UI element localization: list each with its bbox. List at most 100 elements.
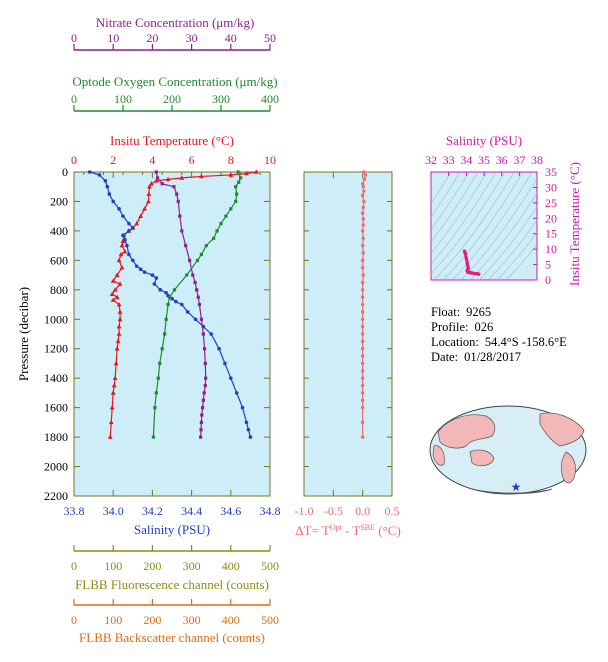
delta-t-point: [363, 173, 368, 177]
temperature-point: [114, 272, 120, 277]
nitrate-point: [196, 295, 200, 299]
nitrate-point: [175, 192, 179, 196]
salinity-point: [127, 229, 131, 233]
temperature-point: [111, 382, 117, 388]
nitrate-point: [199, 428, 203, 432]
salinity-point: [248, 435, 253, 439]
delta-t-plot-area: [303, 171, 393, 497]
nitrate-point: [199, 317, 203, 321]
delta-t-point: [361, 185, 365, 189]
pressure-tick-label: 2200: [44, 489, 68, 503]
salinity-profile-line: [89, 171, 251, 438]
temperature-point: [253, 169, 259, 174]
pressure-tick-label: 1600: [44, 401, 68, 415]
salinity-point: [209, 332, 213, 336]
map-land-north-america: [539, 412, 585, 447]
salinity-point: [246, 427, 251, 432]
delta-t-point: [360, 324, 365, 329]
oxygen-point: [185, 273, 189, 277]
backscatter-tick-label: 300: [183, 613, 201, 627]
oxygen-tick-label: 100: [114, 92, 132, 106]
salinity-point: [164, 290, 168, 295]
backscatter-tick-label: 400: [222, 613, 240, 627]
delta-t-point: [361, 251, 365, 255]
salinity-axis-title: Salinity (PSU): [134, 522, 210, 537]
oxygen-tick-label: 200: [163, 92, 181, 106]
temperature-point: [228, 172, 234, 177]
delta-t-point: [362, 199, 366, 204]
backscatter-axis: 0 100 200 300 400 500: [71, 599, 279, 627]
ts-density-contours: [431, 172, 537, 280]
ts-temperature-tick-label: 10: [545, 242, 557, 256]
nitrate-point: [200, 406, 205, 410]
temperature-point: [119, 265, 125, 270]
oxygen-tick-label: 0: [71, 92, 77, 106]
delta-t-point: [360, 420, 365, 425]
temperature-point: [116, 324, 122, 329]
fluorescence-tick-label: 200: [143, 559, 161, 573]
oxygen-point: [215, 229, 219, 233]
ts-point: [472, 271, 477, 276]
fluorescence-tick-label: 300: [183, 559, 201, 573]
temperature-point: [134, 220, 140, 226]
delta-t-point: [361, 273, 365, 277]
temperature-point: [179, 175, 185, 180]
salinity-point: [105, 184, 110, 189]
ts-density-contour: [431, 172, 452, 205]
nitrate-point: [203, 361, 207, 366]
float-value: 9265: [466, 305, 491, 319]
delta-t-point: [360, 258, 365, 263]
profile-value: 026: [475, 320, 494, 334]
world-map: ★: [429, 405, 587, 495]
ts-temperature-tick-label: 0: [545, 273, 551, 287]
delta-t-point: [360, 347, 365, 351]
nitrate-point: [184, 244, 188, 248]
nitrate-point: [201, 398, 205, 402]
temperature-tick-label: 6: [189, 153, 195, 167]
oxygen-point: [199, 252, 203, 257]
temperature-point: [122, 248, 128, 254]
ts-salinity-tick-label: 35: [478, 153, 490, 167]
salinity-point: [138, 267, 143, 272]
main-plot-axes: 0 2 4 6 8 10 33.8 34.0 34.2 34.4 34.6 34.8 0 200 400 60…: [44, 153, 281, 518]
oxygen-point: [239, 176, 243, 180]
temperature-point: [153, 178, 159, 183]
salinity-point: [240, 405, 245, 410]
temperature-point: [149, 181, 154, 186]
delta-t-point: [360, 391, 365, 395]
ts-point: [464, 256, 469, 261]
delta-t-point: [360, 211, 365, 215]
nitrate-point: [176, 199, 180, 204]
salinity-point: [229, 376, 233, 380]
delta-t-point: [361, 223, 365, 227]
salinity-point: [134, 264, 139, 269]
delta-t-point: [361, 217, 365, 221]
salinity-tick-label: 34.6: [220, 504, 241, 518]
delta-t-title-part: SBE: [360, 523, 375, 532]
oxygen-point: [151, 435, 155, 439]
oxygen-point: [163, 332, 167, 336]
oxygen-point: [234, 185, 238, 189]
pressure-tick-label: 600: [50, 253, 68, 267]
ts-salinity-title: Salinity (PSU): [446, 133, 522, 148]
oxygen-point: [219, 221, 223, 226]
date-value: 01/28/2017: [464, 350, 521, 364]
temperature-point: [107, 434, 113, 439]
ts-salinity-tick-label: 33: [443, 153, 455, 167]
salinity-point: [87, 170, 92, 174]
delta-t-point: [360, 310, 365, 314]
salinity-point: [185, 310, 190, 314]
delta-t-point: [360, 339, 365, 344]
delta-t-point: [361, 236, 365, 240]
salinity-tick-label: 33.8: [64, 504, 85, 518]
delta-t-point: [360, 369, 365, 373]
oxygen-point: [212, 236, 216, 240]
salinity-point: [121, 233, 125, 238]
temperature-axis-title: Insitu Temperature (°C): [110, 133, 234, 148]
oxygen-tick-label: 300: [212, 92, 230, 106]
nitrate-point: [201, 332, 205, 336]
temperature-point: [119, 243, 125, 248]
delta-t-tick-label: 0.5: [385, 504, 400, 518]
map-land-south-america: [560, 451, 576, 484]
